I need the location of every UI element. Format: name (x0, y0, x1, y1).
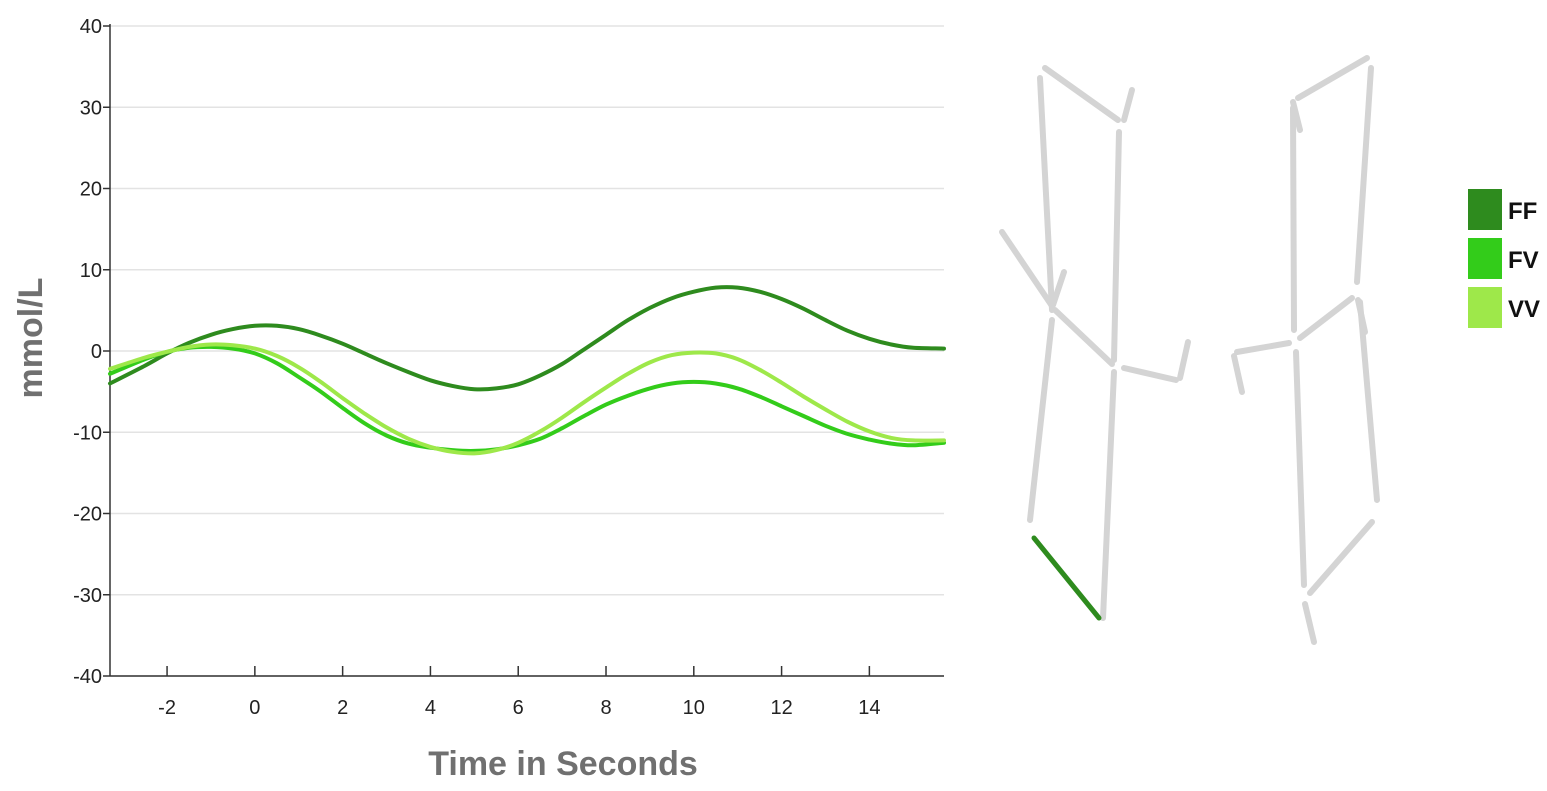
legend-label-fv: FV (1508, 247, 1539, 274)
y-tick-label: -20 (73, 504, 102, 526)
x-tick-label: 10 (683, 697, 705, 719)
diagram-segment (1302, 601, 1317, 645)
gridlines (110, 25, 944, 677)
x-axis-title: Time in Seconds (428, 745, 698, 783)
diagram-segment (1297, 295, 1355, 341)
x-tick-label: -2 (158, 697, 176, 719)
diagram-segment (999, 229, 1055, 309)
y-tick-label: -10 (73, 422, 102, 444)
x-tick-label: 14 (858, 697, 880, 719)
y-axis-title: mmol/L (12, 278, 50, 399)
diagram-segment (1290, 105, 1297, 333)
x-tick-label: 12 (770, 697, 792, 719)
legend-swatch-fv (1468, 238, 1502, 279)
axes (103, 24, 944, 677)
diagram-highlight-segment (1031, 535, 1102, 621)
diagram-segment (1121, 365, 1179, 383)
diagram-segment (1100, 369, 1117, 621)
y-tick-label: 10 (80, 260, 102, 282)
y-tick-label: -40 (73, 666, 102, 688)
diagram-segment (1354, 65, 1374, 285)
diagram-segment (1290, 99, 1303, 133)
x-tick-label: 4 (425, 697, 436, 719)
gray-segments (999, 55, 1380, 645)
y-tick-label: 20 (80, 179, 102, 201)
legend-swatch-ff (1468, 189, 1502, 230)
series-line-fv (108, 344, 946, 453)
series-line-ff (108, 285, 946, 392)
diagram-segment (1231, 353, 1245, 395)
legend: FF FV VV (1468, 189, 1540, 328)
diagram-segment (1111, 129, 1122, 363)
diagram-segment (1293, 349, 1307, 588)
x-tick-label: 0 (249, 697, 260, 719)
series-line-vv (108, 342, 946, 456)
data-series (108, 285, 946, 456)
diagram-segment (1234, 340, 1292, 355)
diagram-segment (1052, 307, 1115, 367)
diagram-segment (1050, 269, 1067, 308)
diagram-segment (1042, 65, 1121, 123)
line-figure-diagram (999, 55, 1380, 645)
y-tick-label: 30 (80, 97, 102, 119)
x-tick-label: 2 (337, 697, 348, 719)
legend-label-vv: VV (1508, 296, 1540, 323)
legend-label-ff: FF (1508, 198, 1537, 225)
diagram-segment (1295, 55, 1370, 101)
diagram-segment (1307, 519, 1375, 596)
y-tick-label: -30 (73, 585, 102, 607)
x-tick-label: 6 (513, 697, 524, 719)
diagram-segment (1121, 87, 1135, 123)
x-tick-label: 8 (600, 697, 611, 719)
y-tick-label: 40 (80, 16, 102, 38)
diagram-segment (1357, 299, 1380, 503)
diagram-segment (1027, 317, 1055, 523)
y-tick-label: 0 (91, 341, 102, 363)
diagram-segment (1037, 75, 1055, 313)
diagram-segment (1177, 339, 1191, 381)
legend-swatch-vv (1468, 287, 1502, 328)
